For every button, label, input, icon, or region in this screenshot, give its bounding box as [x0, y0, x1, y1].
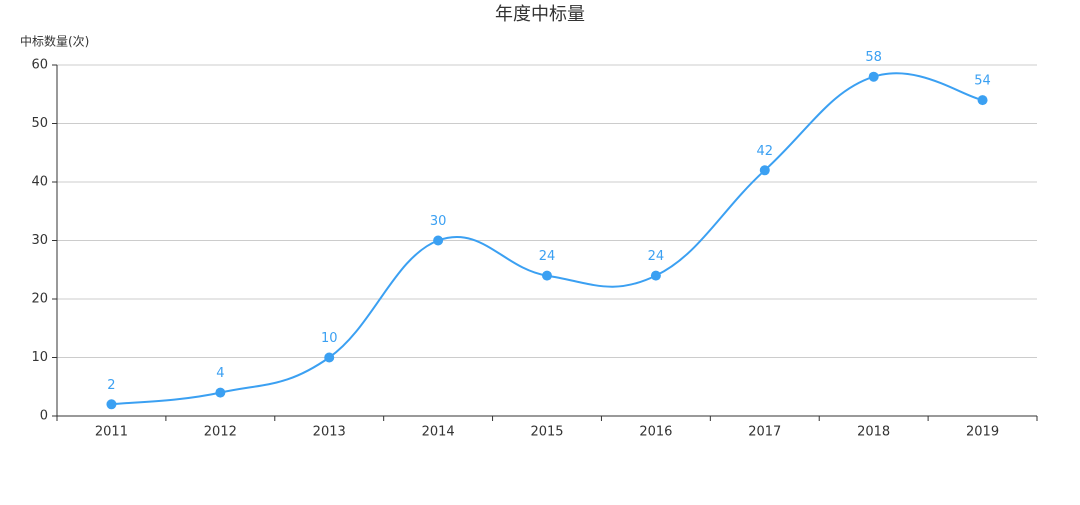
- x-tick-label: 2017: [748, 425, 781, 440]
- x-tick-label: 2019: [966, 425, 999, 440]
- y-tick-label: 60: [31, 58, 48, 73]
- point: [106, 399, 117, 410]
- data-label: 2: [107, 378, 115, 393]
- data-label: 30: [430, 214, 447, 229]
- y-tick-label: 10: [31, 350, 48, 365]
- point: [324, 352, 335, 363]
- data-label: 24: [648, 249, 665, 264]
- point: [650, 270, 661, 281]
- x-tick-label: 2018: [857, 425, 890, 440]
- x-tick-label: 2011: [95, 425, 128, 440]
- data-label: 54: [974, 74, 991, 89]
- chart-title: 年度中标量: [495, 4, 585, 25]
- data-label: 58: [865, 50, 882, 65]
- point: [542, 270, 552, 281]
- point: [215, 387, 226, 398]
- point: [759, 165, 770, 176]
- x-tick-label: 2015: [530, 425, 563, 440]
- data-label: 4: [216, 366, 224, 381]
- x-tick-label: 2013: [313, 425, 346, 440]
- data-label: 42: [757, 144, 774, 159]
- x-tick-label: 2014: [422, 425, 455, 440]
- line: [111, 72, 983, 406]
- data-label: 24: [539, 249, 556, 264]
- y-tick-label: 50: [31, 116, 48, 131]
- y-tick-label: 30: [31, 233, 48, 248]
- point: [868, 71, 879, 82]
- y-tick-label: 40: [31, 175, 48, 190]
- y-axis-label: 中标数量(次): [20, 34, 89, 49]
- x-tick-label: 2016: [639, 425, 672, 440]
- y-tick-label: 0: [40, 409, 48, 424]
- x-tick-label: 2012: [204, 425, 237, 440]
- data-label: 10: [321, 331, 338, 346]
- point: [977, 95, 988, 106]
- y-tick-label: 20: [31, 292, 48, 307]
- point: [433, 235, 444, 246]
